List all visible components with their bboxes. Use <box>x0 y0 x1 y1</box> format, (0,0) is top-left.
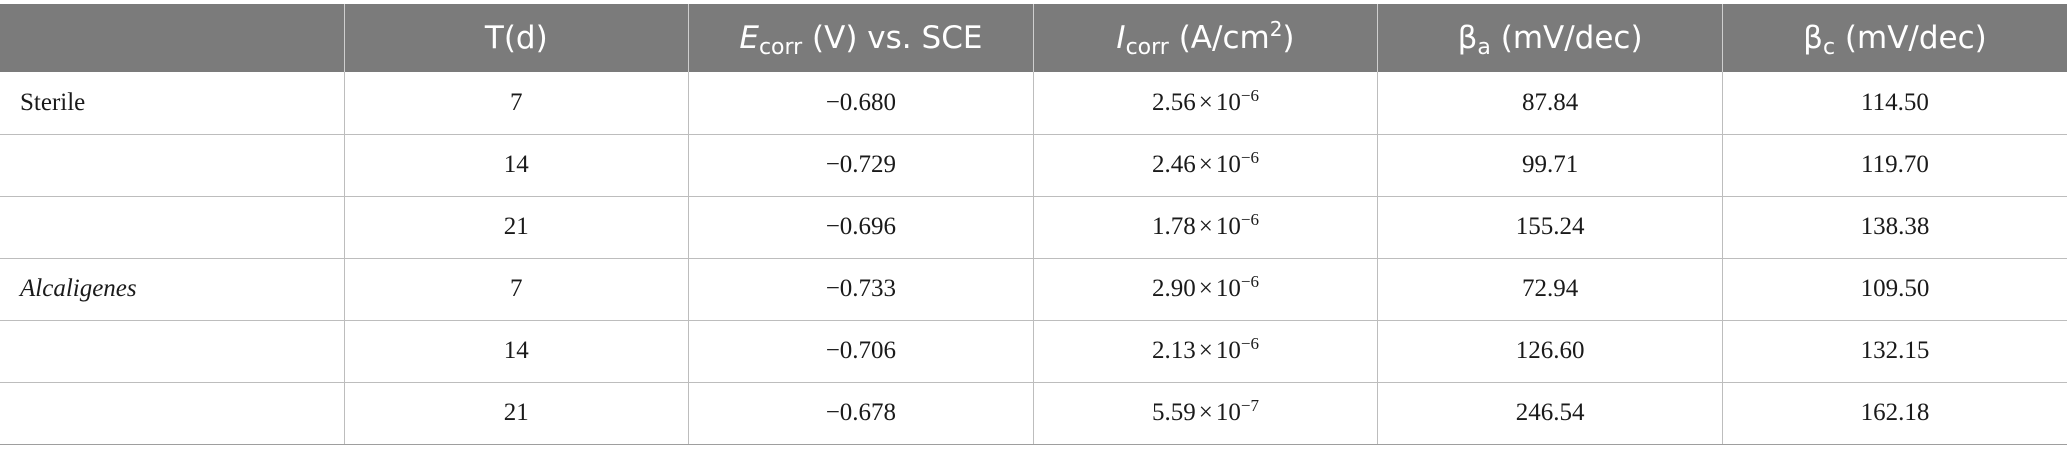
icorr-base: 10 <box>1215 399 1241 426</box>
table-row: 14 −0.706 2.13 × 10−6 126.60 132.15 <box>0 320 2067 383</box>
icorr-times: × <box>1198 151 1213 178</box>
ecorr-cell: −0.729 <box>688 134 1034 197</box>
header-beta-c-subscript: c <box>1822 35 1836 60</box>
header-row: T(d) Ecorr (V) vs. SCE Icorr (A/cm2) βa … <box>0 4 2067 72</box>
icorr-times: × <box>1198 213 1213 240</box>
icorr-mantissa: 2.46 <box>1152 151 1196 178</box>
icorr-exponent: −6 <box>1240 272 1259 291</box>
beta-c-cell: 162.18 <box>1721 382 2067 445</box>
time-cell: 7 <box>343 72 689 135</box>
icorr-mantissa: 2.13 <box>1152 337 1196 364</box>
header-icorr: Icorr (A/cm2) <box>1032 4 1378 72</box>
header-group <box>0 4 344 72</box>
icorr-times: × <box>1198 88 1213 116</box>
group-cell <box>0 320 344 383</box>
table-row: 21 −0.678 5.59 × 10−7 246.54 162.18 <box>0 382 2067 445</box>
beta-c-cell: 138.38 <box>1721 196 2067 259</box>
beta-a-cell: 72.94 <box>1377 258 1723 321</box>
header-beta-a-subscript: a <box>1477 35 1491 60</box>
header-ecorr-symbol: E <box>739 20 759 56</box>
icorr-mantissa: 2.56 <box>1152 88 1196 116</box>
beta-c-cell: 132.15 <box>1721 320 2067 383</box>
header-beta-c-unit: (mV/dec) <box>1835 20 1987 56</box>
header-ecorr: Ecorr (V) vs. SCE <box>688 4 1034 72</box>
header-icorr-superscript: 2 <box>1269 17 1283 41</box>
icorr-cell: 1.78 × 10−6 <box>1032 196 1378 259</box>
icorr-mantissa: 2.90 <box>1152 275 1196 302</box>
icorr-base: 10 <box>1215 213 1241 240</box>
group-cell <box>0 196 344 259</box>
beta-a-cell: 246.54 <box>1377 382 1723 445</box>
ecorr-cell: −0.733 <box>688 258 1034 321</box>
corrosion-parameters-table: T(d) Ecorr (V) vs. SCE Icorr (A/cm2) βa … <box>0 4 2067 445</box>
ecorr-cell: −0.706 <box>688 320 1034 383</box>
icorr-mantissa: 5.59 <box>1152 399 1196 426</box>
header-icorr-subscript: corr <box>1125 35 1169 60</box>
icorr-base: 10 <box>1215 275 1241 302</box>
beta-c-cell: 114.50 <box>1721 72 2067 135</box>
header-beta-a: βa (mV/dec) <box>1377 4 1723 72</box>
time-cell: 14 <box>343 134 689 197</box>
group-cell <box>0 134 344 197</box>
header-beta-a-symbol: β <box>1457 20 1478 56</box>
header-beta-c-symbol: β <box>1803 20 1823 56</box>
header-beta-a-unit: (mV/dec) <box>1490 20 1643 56</box>
icorr-mantissa: 1.78 <box>1152 213 1196 240</box>
icorr-times: × <box>1198 399 1213 426</box>
group-cell: Sterile <box>0 72 344 135</box>
icorr-cell: 2.46 × 10−6 <box>1032 134 1378 197</box>
header-ecorr-unit: (V) vs. SCE <box>802 20 983 56</box>
ecorr-cell: −0.678 <box>688 382 1034 445</box>
table-body: Sterile 7 −0.680 2.56 × 10−6 87.84 114.50 … <box>0 72 2067 445</box>
icorr-cell: 5.59 × 10−7 <box>1032 382 1378 445</box>
beta-a-cell: 155.24 <box>1377 196 1723 259</box>
table-row: 21 −0.696 1.78 × 10−6 155.24 138.38 <box>0 196 2067 259</box>
time-cell: 7 <box>343 258 689 321</box>
ecorr-cell: −0.680 <box>688 72 1034 135</box>
header-icorr-close: ) <box>1282 20 1295 56</box>
header-ecorr-subscript: corr <box>758 35 803 60</box>
time-cell: 21 <box>343 196 689 259</box>
beta-c-cell: 119.70 <box>1721 134 2067 197</box>
table-row: Sterile 7 −0.680 2.56 × 10−6 87.84 114.50 <box>0 72 2067 135</box>
icorr-base: 10 <box>1215 88 1241 116</box>
ecorr-cell: −0.696 <box>688 196 1034 259</box>
group-cell <box>0 382 344 445</box>
beta-c-cell: 109.50 <box>1721 258 2067 321</box>
icorr-times: × <box>1198 275 1213 302</box>
beta-a-cell: 126.60 <box>1377 320 1723 383</box>
icorr-base: 10 <box>1215 151 1241 178</box>
icorr-base: 10 <box>1215 337 1241 364</box>
header-beta-c: βc (mV/dec) <box>1721 4 2067 72</box>
beta-a-cell: 99.71 <box>1377 134 1723 197</box>
icorr-cell: 2.56 × 10−6 <box>1032 72 1378 135</box>
icorr-exponent: −6 <box>1240 210 1259 229</box>
table-row: Alcaligenes 7 −0.733 2.90 × 10−6 72.94 109… <box>0 258 2067 321</box>
group-cell: Alcaligenes <box>0 258 344 321</box>
icorr-exponent: −6 <box>1240 334 1259 353</box>
icorr-cell: 2.13 × 10−6 <box>1032 320 1378 383</box>
time-cell: 14 <box>343 320 689 383</box>
icorr-cell: 2.90 × 10−6 <box>1032 258 1378 321</box>
header-time: T(d) <box>343 4 689 72</box>
data-table-container: T(d) Ecorr (V) vs. SCE Icorr (A/cm2) βa … <box>0 4 2067 445</box>
header-icorr-unit: (A/cm <box>1168 20 1270 56</box>
time-cell: 21 <box>343 382 689 445</box>
icorr-exponent: −6 <box>1240 148 1259 167</box>
icorr-times: × <box>1198 337 1213 364</box>
icorr-exponent: −6 <box>1240 85 1259 105</box>
beta-a-cell: 87.84 <box>1377 72 1723 135</box>
table-row: 14 −0.729 2.46 × 10−6 99.71 119.70 <box>0 134 2067 197</box>
icorr-exponent: −7 <box>1240 396 1259 415</box>
header-icorr-symbol: I <box>1116 20 1126 56</box>
